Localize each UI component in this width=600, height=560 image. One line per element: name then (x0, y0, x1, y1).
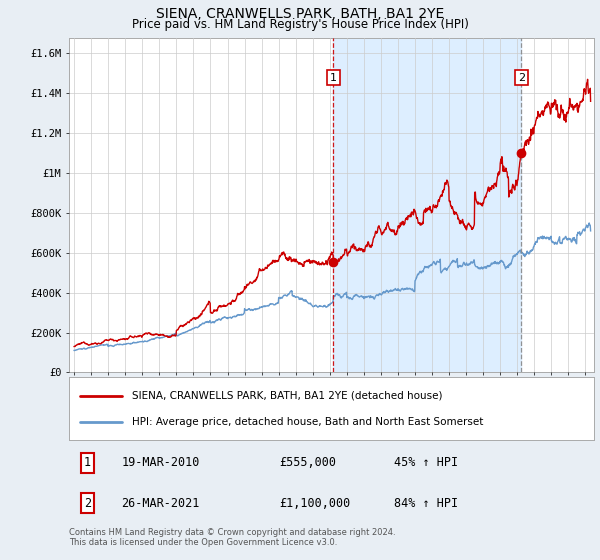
Text: Contains HM Land Registry data © Crown copyright and database right 2024.
This d: Contains HM Land Registry data © Crown c… (69, 528, 395, 547)
Bar (334, 38, 521, 372)
Text: SIENA, CRANWELLS PARK, BATH, BA1 2YE: SIENA, CRANWELLS PARK, BATH, BA1 2YE (156, 7, 444, 21)
Text: £555,000: £555,000 (279, 456, 336, 469)
Text: HPI: Average price, detached house, Bath and North East Somerset: HPI: Average price, detached house, Bath… (132, 417, 484, 427)
Text: £1,100,000: £1,100,000 (279, 497, 350, 510)
Text: 2: 2 (518, 73, 525, 83)
Text: 1: 1 (84, 456, 91, 469)
Text: Price paid vs. HM Land Registry's House Price Index (HPI): Price paid vs. HM Land Registry's House … (131, 18, 469, 31)
Text: 19-MAR-2010: 19-MAR-2010 (121, 456, 200, 469)
Text: SIENA, CRANWELLS PARK, BATH, BA1 2YE (detached house): SIENA, CRANWELLS PARK, BATH, BA1 2YE (de… (132, 391, 443, 401)
Text: 2: 2 (84, 497, 91, 510)
Text: 26-MAR-2021: 26-MAR-2021 (121, 497, 200, 510)
Text: 45% ↑ HPI: 45% ↑ HPI (395, 456, 458, 469)
Text: 1: 1 (330, 73, 337, 83)
Text: 84% ↑ HPI: 84% ↑ HPI (395, 497, 458, 510)
